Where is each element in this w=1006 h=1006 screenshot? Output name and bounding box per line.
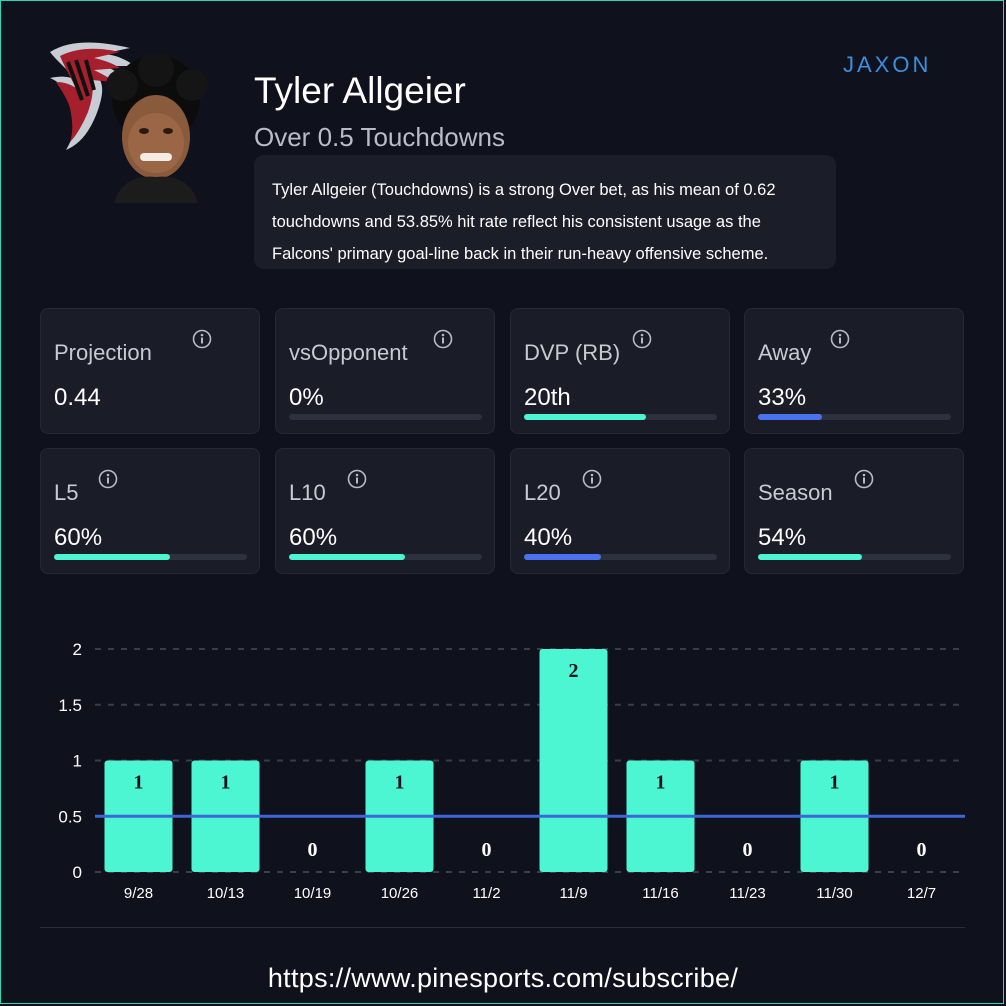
y-tick-label: 0.5 — [58, 807, 82, 826]
progress-fill — [289, 554, 405, 560]
stat-label: Away — [758, 340, 812, 365]
bar[interactable] — [539, 649, 608, 872]
stat-value: 20th — [524, 384, 571, 411]
y-tick-label: 0 — [73, 863, 82, 882]
progress-fill — [524, 414, 646, 420]
bar-value-label: 0 — [308, 839, 318, 861]
stat-label: vsOpponent — [289, 340, 408, 365]
y-tick-label: 1 — [73, 752, 82, 771]
info-icon[interactable] — [433, 329, 453, 349]
bar-value-label: 0 — [482, 839, 492, 861]
stat-card-projection: Projection 0.44 — [40, 308, 260, 434]
analysis-description: Tyler Allgeier (Touchdowns) is a strong … — [254, 155, 836, 269]
x-tick-label: 11/9 — [559, 885, 587, 902]
stat-card-dvp-rb: DVP (RB) 20th — [510, 308, 730, 434]
stat-card-l20: L20 40% — [510, 448, 730, 574]
stat-card-l5: L5 60% — [40, 448, 260, 574]
stat-value: 60% — [54, 524, 103, 551]
x-tick-label: 10/19 — [294, 885, 332, 902]
x-tick-label: 11/2 — [472, 885, 500, 902]
progress-track — [289, 414, 482, 420]
info-icon[interactable] — [582, 469, 602, 489]
x-tick-label: 12/7 — [907, 885, 936, 902]
subscribe-link[interactable]: https://www.pinesports.com/subscribe/ — [267, 963, 739, 993]
stat-card-l10: L10 60% — [275, 448, 495, 574]
bar-value-label: 1 — [134, 772, 144, 794]
stat-label: Season — [758, 480, 833, 505]
x-tick-label: 11/30 — [816, 885, 852, 902]
jaxon-wordmark: JAXON — [843, 52, 931, 77]
stat-value: 40% — [524, 524, 573, 551]
falcons-logo-icon — [50, 42, 134, 150]
jaxon-logo: JAXON — [843, 52, 931, 77]
y-tick-label: 1.5 — [58, 696, 82, 715]
bar-value-label: 0 — [917, 839, 927, 861]
info-icon[interactable] — [830, 329, 850, 349]
progress-fill — [758, 554, 863, 560]
bar-value-label: 1 — [656, 772, 666, 794]
stat-value: 33% — [758, 384, 807, 411]
stat-value: 54% — [758, 524, 807, 551]
stat-label: DVP (RB) — [524, 340, 621, 365]
bar-value-label: 1 — [221, 772, 231, 794]
stat-card-vsopponent: vsOpponent 0% — [275, 308, 495, 434]
stat-value: 60% — [289, 524, 338, 551]
stat-label: L20 — [524, 480, 561, 505]
x-tick-label: 9/28 — [124, 885, 153, 902]
player-headshot-avatar — [106, 55, 208, 203]
footer-divider — [40, 927, 965, 928]
x-tick-label: 11/23 — [729, 885, 765, 902]
prop-line: Over 0.5 Touchdowns — [254, 122, 505, 152]
bar-value-label: 0 — [743, 839, 753, 861]
bar-value-label: 1 — [395, 772, 405, 794]
progress-track — [524, 414, 717, 420]
progress-fill — [54, 554, 170, 560]
info-icon[interactable] — [854, 469, 874, 489]
stat-label: L5 — [54, 480, 79, 505]
stat-label: L10 — [289, 480, 326, 505]
info-icon[interactable] — [632, 329, 652, 349]
y-tick-label: 2 — [73, 640, 82, 659]
x-tick-label: 11/16 — [642, 885, 678, 902]
x-tick-label: 10/26 — [381, 885, 419, 902]
info-icon[interactable] — [347, 469, 367, 489]
info-icon[interactable] — [98, 469, 118, 489]
progress-fill — [524, 554, 602, 560]
bar-value-label: 2 — [569, 660, 579, 682]
progress-fill — [758, 414, 822, 420]
progress-track — [289, 554, 482, 560]
progress-track — [524, 554, 717, 560]
progress-track — [758, 554, 951, 560]
stat-value: 0% — [289, 384, 324, 411]
progress-track — [758, 414, 951, 420]
bar-value-label: 1 — [830, 772, 840, 794]
progress-track — [54, 554, 247, 560]
player-name: Tyler Allgeier — [254, 70, 466, 111]
stat-card-season: Season 54% — [744, 448, 964, 574]
info-icon[interactable] — [192, 329, 212, 349]
touchdowns-bar-chart: 00.511.5219/28110/13010/19110/26011/2211… — [58, 640, 965, 902]
x-tick-label: 10/13 — [207, 885, 245, 902]
stat-card-away: Away 33% — [744, 308, 964, 434]
stat-value: 0.44 — [54, 384, 101, 411]
stat-label: Projection — [54, 340, 152, 365]
